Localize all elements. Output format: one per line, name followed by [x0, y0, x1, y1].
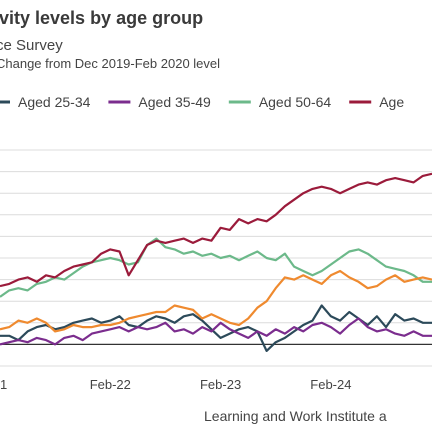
series-line-age — [0, 172, 432, 288]
chart-unit-label: Change from Dec 2019-Feb 2020 level — [0, 56, 221, 71]
chart-title: ivity levels by age group — [0, 8, 204, 28]
series-line-unlabeled-4 — [0, 269, 432, 333]
series-line-aged-50-64 — [0, 237, 432, 298]
x-tick-label: Feb-24 — [310, 377, 351, 392]
x-tick-label: Feb-23 — [200, 377, 241, 392]
legend-label: Aged 25-34 — [18, 94, 91, 110]
legend-label: Aged 50-64 — [259, 94, 332, 110]
legend-label: Age — [379, 94, 404, 110]
chart-subtitle: ce Survey — [0, 37, 63, 54]
series-line-aged-35-49 — [0, 317, 432, 346]
x-tick-label: 21 — [0, 377, 7, 392]
legend-label: Aged 35-49 — [138, 94, 211, 110]
source-note: Learning and Work Institute a — [204, 408, 387, 424]
x-tick-label: Feb-22 — [90, 377, 131, 392]
